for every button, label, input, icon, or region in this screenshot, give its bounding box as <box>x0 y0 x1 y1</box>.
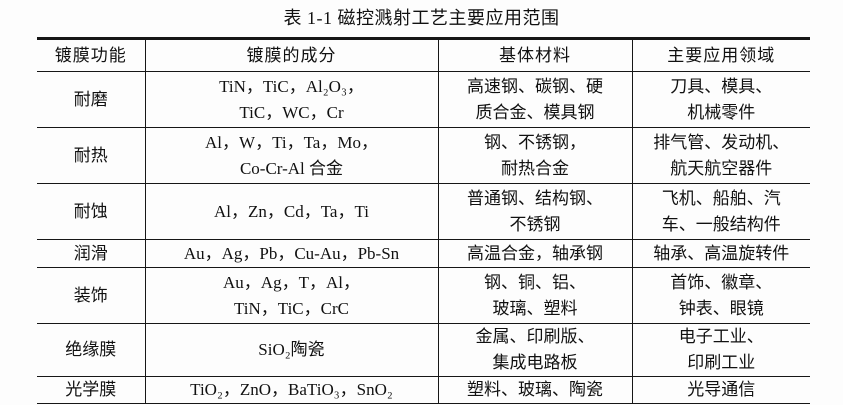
cell-composition: SiO₂陶瓷 <box>145 323 439 377</box>
cell-function: 润滑 <box>37 239 146 268</box>
cell-application: 刀具、模具、 机械零件 <box>632 71 810 128</box>
table-row: 润滑 Au，Ag，Pb，Cu-Au，Pb-Sn 高温合金，轴承钢 轴承、高温旋转… <box>37 239 810 268</box>
cell-substrate: 钢、不锈钢， 耐热合金 <box>438 127 633 184</box>
column-header-composition: 镀膜的成分 <box>145 38 439 72</box>
table-row: 装饰 Au，Ag，T，Al， TiN，TiC，CrC 钢、铜、铝、 玻璃、塑料 … <box>37 267 810 324</box>
cell-application: 排气管、发动机、 航天航空器件 <box>632 127 810 184</box>
cell-substrate: 塑料、玻璃、陶瓷 <box>438 376 633 404</box>
cell-application: 飞机、船舶、汽 车、一般结构件 <box>632 183 810 240</box>
column-header-substrate: 基体材料 <box>438 38 633 72</box>
column-header-application: 主要应用领域 <box>632 38 810 72</box>
cell-substrate: 高速钢、碳钢、硬 质合金、模具钢 <box>438 71 633 128</box>
table-title: 表 1-1 磁控溅射工艺主要应用范围 <box>283 8 560 28</box>
table-row: 耐磨 TiN，TiC，Al₂O₃， TiC，WC，Cr 高速钢、碳钢、硬 质合金… <box>37 71 810 128</box>
table-row: 耐蚀 Al，Zn，Cd，Ta，Ti 普通钢、结构钢、 不锈钢 飞机、船舶、汽 车… <box>37 183 810 240</box>
cell-composition: Al，W，Ti，Ta，Mo， Co-Cr-Al 合金 <box>145 127 439 184</box>
table-header-row: 镀膜功能 镀膜的成分 基体材料 主要应用领域 <box>37 38 810 72</box>
cell-application: 轴承、高温旋转件 <box>632 239 810 268</box>
applications-table: 镀膜功能 镀膜的成分 基体材料 主要应用领域 耐磨 TiN，TiC，Al₂O₃，… <box>37 37 810 404</box>
table-container: 镀膜功能 镀膜的成分 基体材料 主要应用领域 耐磨 TiN，TiC，Al₂O₃，… <box>37 37 810 405</box>
cell-substrate: 普通钢、结构钢、 不锈钢 <box>438 183 633 240</box>
cell-function: 耐磨 <box>37 71 146 128</box>
cell-substrate: 钢、铜、铝、 玻璃、塑料 <box>438 267 633 324</box>
cell-composition: TiO₂，ZnO，BaTiO₃，SnO₂ <box>145 376 439 404</box>
cell-function: 装饰 <box>37 267 146 324</box>
cell-composition: Au，Ag，T，Al， TiN，TiC，CrC <box>145 267 439 324</box>
cell-composition: TiN，TiC，Al₂O₃， TiC，WC，Cr <box>145 71 439 128</box>
table-row: 绝缘膜 SiO₂陶瓷 金属、印刷版、 集成电路板 电子工业、 印刷工业 <box>37 323 810 377</box>
cell-function: 耐热 <box>37 127 146 184</box>
table-row: 耐热 Al，W，Ti，Ta，Mo， Co-Cr-Al 合金 钢、不锈钢， 耐热合… <box>37 127 810 184</box>
cell-composition: Al，Zn，Cd，Ta，Ti <box>145 183 439 240</box>
table-row: 光学膜 TiO₂，ZnO，BaTiO₃，SnO₂ 塑料、玻璃、陶瓷 光导通信 <box>37 376 810 404</box>
cell-function: 绝缘膜 <box>37 323 146 377</box>
column-header-function: 镀膜功能 <box>37 38 146 72</box>
cell-function: 光学膜 <box>37 376 146 404</box>
cell-composition: Au，Ag，Pb，Cu-Au，Pb-Sn <box>145 239 439 268</box>
cell-application: 电子工业、 印刷工业 <box>632 323 810 377</box>
cell-application: 光导通信 <box>632 376 810 404</box>
cell-substrate: 金属、印刷版、 集成电路板 <box>438 323 633 377</box>
cell-application: 首饰、徽章、 钟表、眼镜 <box>632 267 810 324</box>
cell-substrate: 高温合金，轴承钢 <box>438 239 633 268</box>
cell-function: 耐蚀 <box>37 183 146 240</box>
